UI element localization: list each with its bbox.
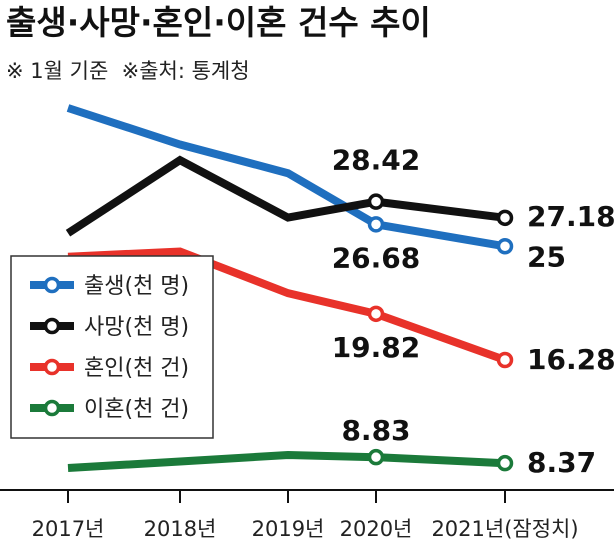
series-line-0 bbox=[66, 104, 506, 251]
series-line-2 bbox=[67, 247, 507, 364]
series-line-3 bbox=[67, 450, 506, 472]
x-tick-label: 2020년 bbox=[340, 517, 413, 541]
value-label: 8.37 bbox=[527, 446, 596, 479]
value-label: 19.82 bbox=[332, 331, 421, 364]
legend-label: 출생(천 명) bbox=[84, 274, 189, 299]
legend: 출생(천 명) 사망(천 명) 혼인(천 건) 이혼(천 건) bbox=[10, 255, 214, 439]
series-line-1 bbox=[65, 155, 506, 237]
x-axis: 2017년 2018년 2019년 2020년 2021년(잠정치) bbox=[0, 489, 614, 541]
chart-title: 출생·사망·혼인·이혼 건수 추이 bbox=[6, 3, 431, 42]
legend-label: 사망(천 명) bbox=[84, 315, 189, 340]
x-tick-label: 2017년 bbox=[32, 517, 105, 541]
x-tick-label: 2019년 bbox=[252, 517, 325, 541]
legend-label: 이혼(천 건) bbox=[84, 397, 189, 422]
value-label: 27.18 bbox=[527, 200, 614, 233]
value-label: 26.68 bbox=[332, 241, 421, 274]
data-point-marker bbox=[367, 448, 385, 466]
data-point-marker bbox=[496, 454, 514, 472]
legend-swatch-marker bbox=[43, 358, 61, 376]
chart-subtitle: ※ 1월 기준 ※출처: 통계청 bbox=[6, 59, 250, 83]
series-markers bbox=[367, 193, 514, 472]
data-point-marker bbox=[496, 238, 514, 255]
data-point-marker bbox=[367, 216, 385, 233]
legend-label: 혼인(천 건) bbox=[84, 356, 189, 381]
series-lines bbox=[65, 104, 507, 472]
x-tick-label: 2021년(잠정치) bbox=[431, 517, 578, 541]
data-point-marker bbox=[496, 209, 514, 227]
data-point-marker bbox=[367, 305, 385, 323]
legend-swatch-marker bbox=[43, 317, 61, 335]
legend-swatch-marker bbox=[43, 276, 61, 294]
value-labels: 28.42 26.68 19.82 8.83 27.18 25 16.28 8.37 bbox=[332, 144, 614, 480]
x-tick-label: 2018년 bbox=[144, 517, 217, 541]
data-point-marker bbox=[367, 193, 385, 210]
value-label: 8.83 bbox=[341, 414, 410, 447]
legend-swatch-marker bbox=[43, 399, 61, 417]
value-label: 16.28 bbox=[527, 343, 614, 376]
data-point-marker bbox=[496, 351, 514, 369]
value-label: 28.42 bbox=[332, 144, 421, 177]
value-label: 25 bbox=[527, 240, 566, 273]
